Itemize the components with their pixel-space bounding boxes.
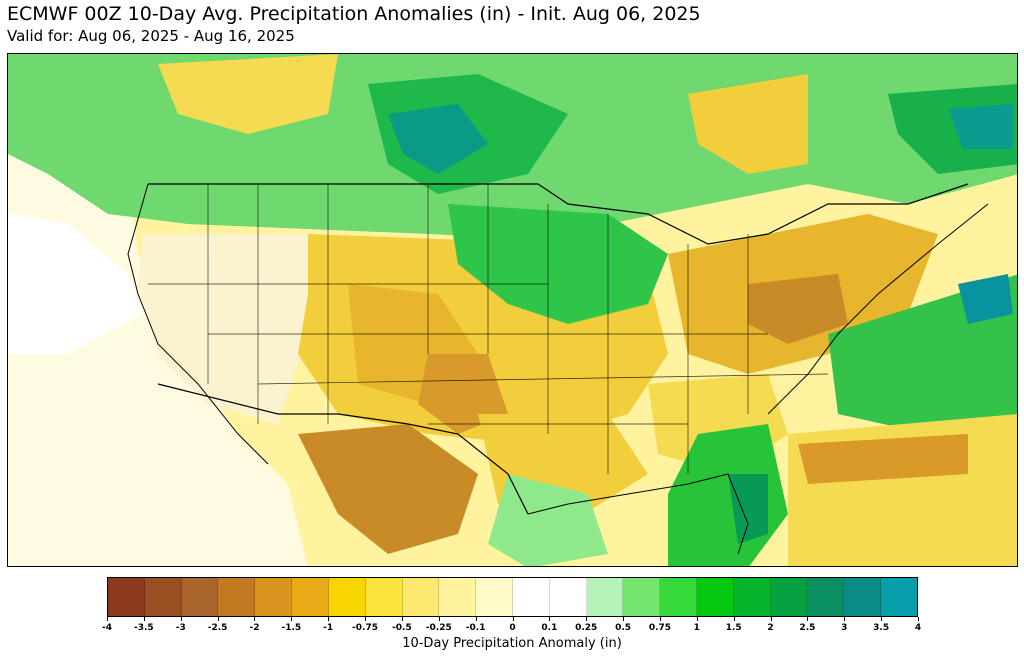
country-borders — [148, 183, 969, 515]
colorbar-swatch — [108, 578, 145, 616]
colorbar-tick-label: 3.5 — [873, 623, 890, 633]
colorbar-swatch — [733, 578, 771, 616]
colorbar-tick — [365, 617, 367, 621]
colorbar-swatch — [402, 578, 440, 616]
colorbar-tick — [401, 617, 403, 621]
colorbar-tick-label: 1 — [693, 623, 700, 633]
colorbar-tick-label: -4 — [102, 623, 112, 633]
map-canvas — [8, 54, 1017, 566]
colorbar-tick — [475, 617, 477, 621]
colorbar-tick — [807, 617, 809, 621]
colorbar-tick — [180, 617, 182, 621]
colorbar-tick-label: 0.5 — [615, 623, 632, 633]
colorbar-tick-label: -2.5 — [207, 623, 228, 633]
colorbar-tick-label: 3 — [841, 623, 848, 633]
colorbar-swatch — [181, 578, 219, 616]
colorbar-swatch — [218, 578, 256, 616]
gulf-wet-light — [488, 474, 608, 566]
colorbar-swatch — [770, 578, 808, 616]
colorbar-swatch — [660, 578, 697, 616]
colorbar-swatch — [476, 578, 513, 616]
colorbar-swatch — [365, 578, 403, 616]
colorbar-swatch — [439, 578, 477, 616]
colorbar-tick — [770, 617, 772, 621]
atlantic-teal — [958, 274, 1013, 324]
atlantic-south — [788, 414, 1017, 566]
colorbar-swatch — [144, 578, 182, 616]
colorbar-tick — [254, 617, 256, 621]
colorbar-swatch — [844, 578, 882, 616]
colorbar-tick-label: -3 — [175, 623, 186, 633]
western-us-neutral — [138, 234, 328, 424]
colorbar-tick-label: -0.75 — [352, 623, 379, 633]
colorbar-ticks: -4 -3.5 -3 -2.5 -2 -1.5 -1 -0.75 -0.5 -0.25 -0.1 0 0… — [102, 617, 922, 633]
valid-period: Valid for: Aug 06, 2025 - Aug 16, 2025 — [7, 27, 295, 45]
colorbar-swatch — [881, 578, 917, 616]
canada-teal — [388, 104, 488, 174]
colorbar-swatch — [586, 578, 624, 616]
colorbar-tick-label: 4 — [914, 623, 922, 633]
colorbar-tick — [143, 617, 145, 621]
coastlines — [127, 183, 989, 555]
atlantic-dry-band — [798, 434, 968, 484]
colorbar-swatch — [512, 578, 550, 616]
colorbar-tick-label: 0 — [509, 623, 516, 633]
colorbar-tick — [918, 617, 919, 621]
map-title: ECMWF 00Z 10-Day Avg. Precipitation Anom… — [7, 3, 701, 25]
colorbar-tick — [659, 617, 661, 621]
colorbar-swatch — [255, 578, 293, 616]
colorbar-tick — [881, 617, 883, 621]
colorbar-tick — [623, 617, 625, 621]
colorbar-tick — [512, 617, 514, 621]
colorbar-swatch — [697, 578, 734, 616]
precipitation-anomaly-map — [7, 53, 1018, 567]
florida-wet-core — [728, 474, 768, 544]
colorbar-swatch — [807, 578, 845, 616]
colorbar-tick-label: -2 — [249, 623, 260, 633]
colorbar-tick-label: 2 — [767, 623, 774, 633]
colorbar-swatch — [292, 578, 329, 616]
colorbar-swatch — [328, 578, 366, 616]
colorbar-tick-label: -0.1 — [465, 623, 486, 633]
pacific-neutral — [8, 214, 143, 354]
mexico-very-dry — [298, 424, 478, 554]
colorbar-tick — [733, 617, 735, 621]
colorbar-tick — [107, 617, 108, 621]
colorbar-tick-label: 0.1 — [541, 623, 558, 633]
colorbar-tick — [586, 617, 588, 621]
colorbar-tick-label: 0.75 — [648, 623, 672, 633]
colorbar-tick-label: -3.5 — [134, 623, 154, 633]
colorbar-tick-label: -0.25 — [425, 623, 452, 633]
bc-dry — [158, 54, 338, 134]
hudson-dry — [688, 74, 808, 174]
colorbar-tick — [844, 617, 846, 621]
quebec-teal — [948, 104, 1013, 149]
colorbar-tick — [438, 617, 440, 621]
colorbar-tick — [328, 617, 330, 621]
colorbar-tick — [217, 617, 219, 621]
colorbar — [107, 577, 918, 617]
state-borders — [148, 184, 829, 474]
colorbar-tick-label: -1 — [323, 623, 334, 633]
colorbar-tick-label: -1.5 — [281, 623, 302, 633]
colorbar-tick — [291, 617, 293, 621]
colorbar-tick-label: 0.25 — [575, 623, 598, 633]
colorbar-tick-label: 2.5 — [799, 623, 816, 633]
colorbar-label: 10-Day Precipitation Anomaly (in) — [402, 636, 622, 651]
pennsylvania-very-dry — [748, 274, 848, 344]
colorbar-tick-label: 1.5 — [725, 623, 742, 633]
colorbar-swatch — [549, 578, 587, 616]
colorbar-tick-label: -0.5 — [392, 623, 412, 633]
colorbar-tick — [696, 617, 698, 621]
upper-midwest-wet — [448, 204, 668, 324]
colorbar-tick — [549, 617, 551, 621]
colorbar-swatch — [623, 578, 661, 616]
